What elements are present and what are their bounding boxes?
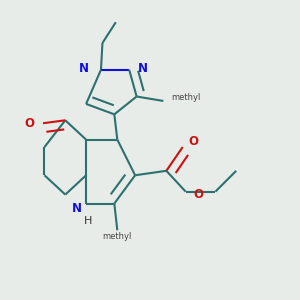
- Text: O: O: [188, 135, 198, 148]
- Text: N: N: [138, 62, 148, 75]
- Text: N: N: [72, 202, 82, 215]
- Text: N: N: [79, 62, 89, 75]
- Text: methyl: methyl: [171, 94, 200, 103]
- Text: H: H: [83, 216, 92, 226]
- Text: O: O: [25, 117, 35, 130]
- Text: O: O: [193, 188, 203, 201]
- Text: methyl: methyl: [103, 232, 132, 241]
